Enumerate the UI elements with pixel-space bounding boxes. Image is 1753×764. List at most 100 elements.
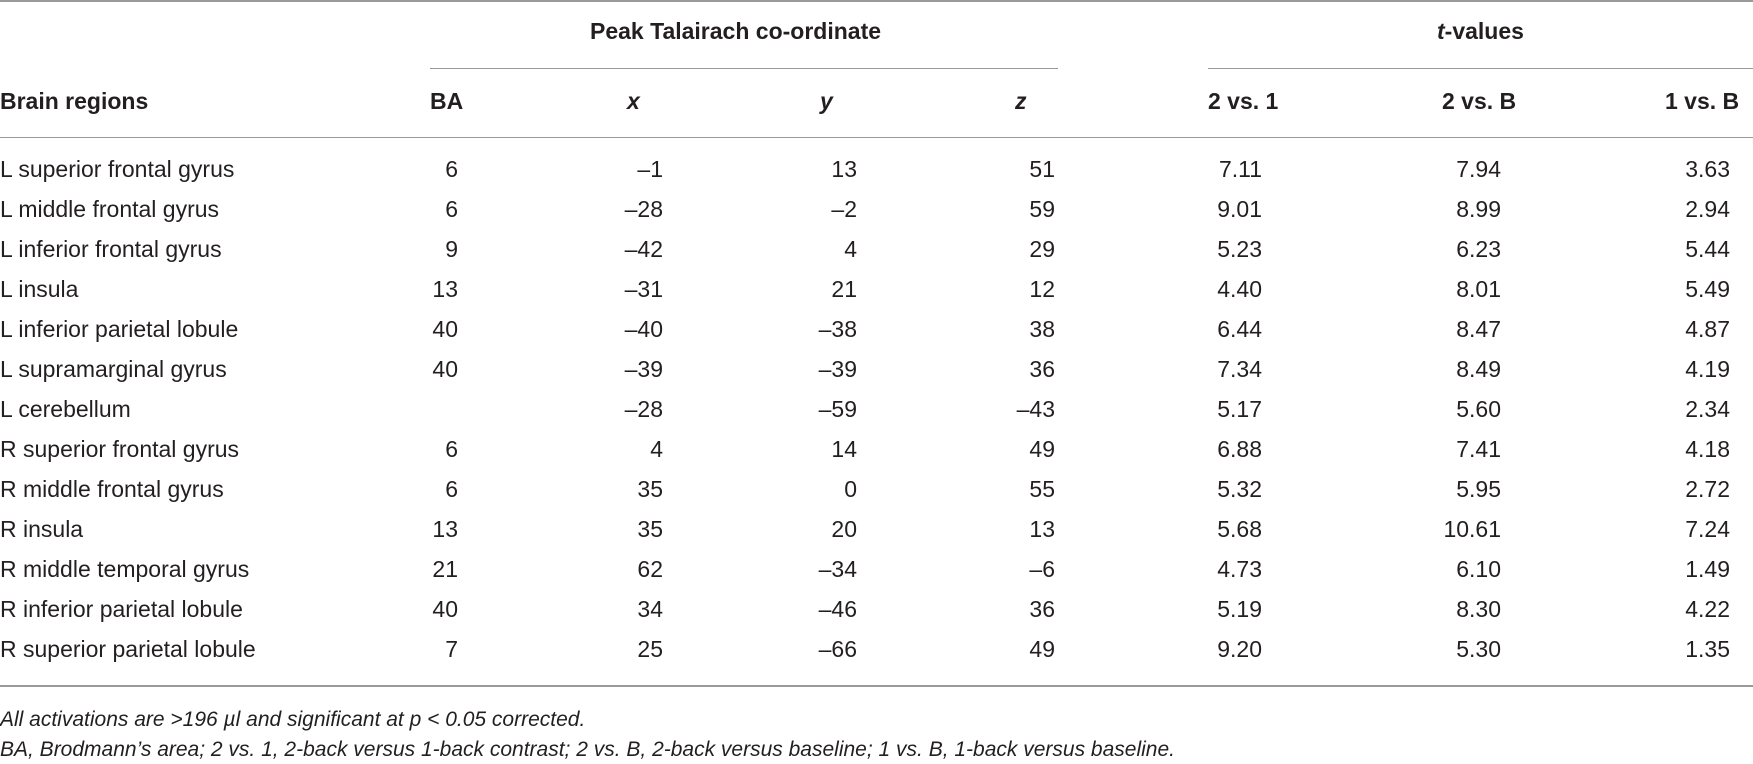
cell-t21: 5.19 [1217, 596, 1262, 622]
tvalues-underline [1208, 68, 1753, 69]
cell-y: 14 [831, 436, 857, 462]
cell-t1b: 4.87 [1685, 316, 1730, 342]
cell-t1b: 4.18 [1685, 436, 1730, 462]
cell-ba: 6 [445, 156, 458, 182]
cell-region: L superior frontal gyrus [0, 156, 235, 182]
cell-x: 35 [637, 476, 663, 502]
bottom-rule [0, 685, 1753, 687]
cell-y: –38 [818, 316, 857, 342]
cell-ba: 7 [445, 636, 458, 662]
group-header-tvalues-rest: -values [1444, 18, 1524, 44]
cell-t21: 7.34 [1217, 356, 1262, 382]
header-rule [0, 137, 1753, 138]
cell-x: –39 [624, 356, 663, 382]
cell-ba: 40 [432, 316, 458, 342]
group-header-tvalues-italic: t [1437, 18, 1445, 44]
cell-y: 4 [844, 236, 857, 262]
cell-t2b: 7.94 [1456, 156, 1501, 182]
cell-t21: 5.68 [1217, 516, 1262, 542]
cell-t2b: 5.30 [1456, 636, 1501, 662]
cell-y: 0 [844, 476, 857, 502]
group-header-coords: Peak Talairach co-ordinate [590, 18, 882, 44]
cell-ba: 6 [445, 436, 458, 462]
cell-x: –28 [624, 396, 663, 422]
cell-t2b: 6.10 [1456, 556, 1501, 582]
cell-x: –42 [624, 236, 663, 262]
cell-t21: 5.17 [1217, 396, 1262, 422]
cell-y: 13 [831, 156, 857, 182]
cell-x: –28 [624, 196, 663, 222]
col-header-z: z [1015, 88, 1027, 114]
cell-t21: 4.73 [1217, 556, 1262, 582]
cell-t1b: 5.49 [1685, 276, 1730, 302]
cell-region: L supramarginal gyrus [0, 356, 227, 382]
cell-t1b: 7.24 [1685, 516, 1730, 542]
cell-t2b: 8.99 [1456, 196, 1501, 222]
cell-t21: 7.11 [1218, 156, 1262, 182]
cell-ba: 13 [432, 516, 458, 542]
cell-t2b: 8.30 [1456, 596, 1501, 622]
col-header-2vs1: 2 vs. 1 [1208, 88, 1279, 114]
cell-y: 21 [831, 276, 857, 302]
cell-t21: 9.20 [1217, 636, 1262, 662]
cell-z: 49 [1029, 436, 1055, 462]
cell-region: R superior frontal gyrus [0, 436, 240, 462]
cell-y: –34 [818, 556, 857, 582]
cell-t1b: 1.35 [1685, 636, 1730, 662]
cell-t2b: 8.47 [1456, 316, 1501, 342]
cell-x: 62 [637, 556, 663, 582]
cell-y: 20 [831, 516, 857, 542]
cell-region: L inferior parietal lobule [0, 316, 239, 342]
cell-region: R insula [0, 516, 84, 542]
cell-ba: 6 [445, 196, 458, 222]
cell-x: –1 [637, 156, 663, 182]
cell-y: –66 [818, 636, 857, 662]
footnote-line-2: BA, Brodmann’s area; 2 vs. 1, 2-back ver… [0, 738, 1175, 761]
cell-z: 12 [1029, 276, 1055, 302]
group-header-tvalues: t-values [1437, 18, 1524, 45]
cell-x: 34 [637, 596, 663, 622]
cell-z: 36 [1029, 596, 1055, 622]
cell-region: L insula [0, 276, 79, 302]
cell-t2b: 7.41 [1456, 436, 1501, 462]
cell-y: –46 [818, 596, 857, 622]
cell-t21: 9.01 [1217, 196, 1262, 222]
cell-region: L cerebellum [0, 396, 131, 422]
col-header-2vsB: 2 vs. B [1442, 88, 1517, 114]
cell-t1b: 2.34 [1685, 396, 1730, 422]
cell-x: –40 [624, 316, 663, 342]
coords-underline [430, 68, 1058, 69]
cell-x: –31 [624, 276, 663, 302]
cell-x: 35 [637, 516, 663, 542]
cell-t1b: 2.94 [1685, 196, 1730, 222]
cell-ba: 40 [432, 596, 458, 622]
cell-region: R superior parietal lobule [0, 636, 256, 662]
cell-y: –39 [818, 356, 857, 382]
cell-t1b: 2.72 [1685, 476, 1730, 502]
cell-z: 59 [1029, 196, 1055, 222]
cell-ba: 6 [445, 476, 458, 502]
cell-ba: 21 [432, 556, 458, 582]
col-header-1vsB: 1 vs. B [1665, 88, 1740, 114]
cell-region: R middle frontal gyrus [0, 476, 224, 502]
col-header-x: x [627, 88, 640, 114]
cell-z: 13 [1029, 516, 1055, 542]
cell-t2b: 10.61 [1443, 516, 1501, 542]
cell-ba: 13 [432, 276, 458, 302]
col-header-ba: BA [430, 88, 464, 114]
cell-t21: 6.88 [1217, 436, 1262, 462]
cell-t21: 5.32 [1217, 476, 1262, 502]
cell-t2b: 5.95 [1456, 476, 1501, 502]
cell-z: 49 [1029, 636, 1055, 662]
cell-t1b: 4.22 [1685, 596, 1730, 622]
cell-z: –43 [1016, 396, 1055, 422]
col-header-region: Brain regions [0, 88, 149, 114]
cell-z: –6 [1029, 556, 1055, 582]
col-header-y: y [820, 88, 833, 114]
cell-region: L inferior frontal gyrus [0, 236, 222, 262]
cell-t2b: 6.23 [1456, 236, 1501, 262]
cell-t21: 4.40 [1217, 276, 1262, 302]
cell-region: L middle frontal gyrus [0, 196, 220, 222]
cell-y: –2 [831, 196, 857, 222]
